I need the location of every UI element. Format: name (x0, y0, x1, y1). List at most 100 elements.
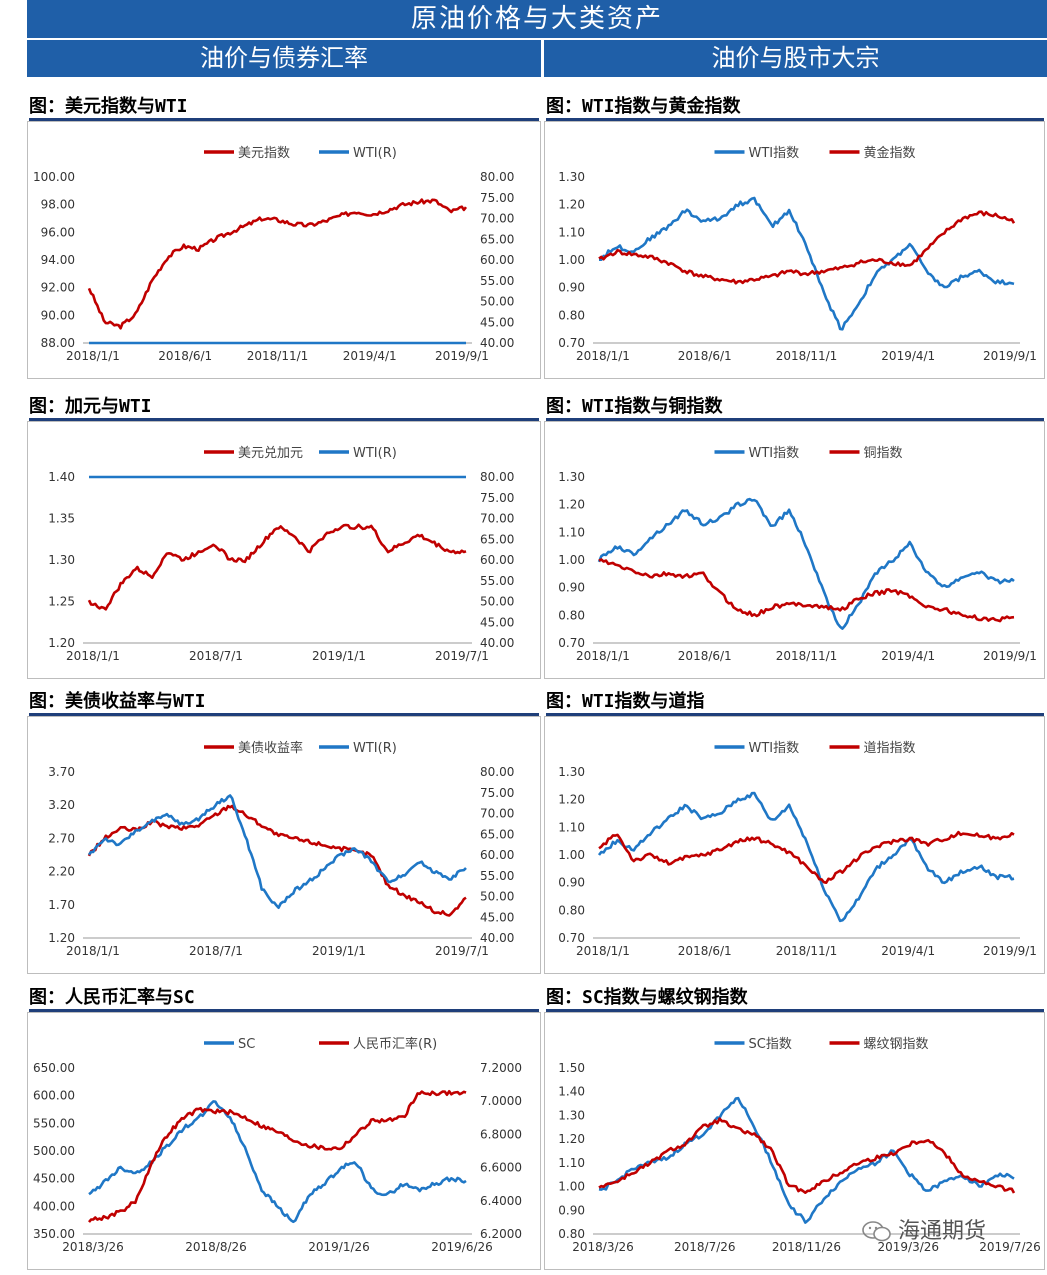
y-tick-label: 0.90 (558, 281, 585, 295)
x-tick-label: 2019/1/1 (312, 649, 366, 663)
y-tick-label: 1.10 (558, 1156, 585, 1170)
legend-label: 美元指数 (238, 146, 290, 161)
x-tick-label: 2018/7/26 (674, 1240, 736, 1254)
y-tick-label: 400.00 (33, 1199, 75, 1213)
y-tick-label: 1.10 (558, 525, 585, 539)
y-tick-label: 0.80 (558, 1227, 585, 1241)
x-tick-label: 2019/6/26 (431, 1240, 493, 1254)
y-tick-label: 450.00 (33, 1172, 75, 1186)
x-tick-label: 2018/3/26 (572, 1240, 634, 1254)
y-tick-label: 0.80 (558, 308, 585, 322)
legend-label: WTI(R) (353, 741, 397, 756)
panel-title-cny-sc: 图：人民币汇率与SC (29, 987, 539, 1012)
x-tick-label: 2018/1/1 (576, 349, 630, 363)
watermark: 海通期货 (862, 1213, 986, 1245)
x-tick-label: 2019/1/1 (312, 944, 366, 958)
series-line (598, 558, 1015, 623)
watermark-text: 海通期货 (898, 1219, 987, 1244)
y-tick-label: 500.00 (33, 1144, 75, 1158)
legend-label: SC指数 (749, 1037, 792, 1052)
x-tick-label: 2018/11/1 (776, 349, 838, 363)
x-tick-label: 2018/11/26 (772, 1240, 841, 1254)
y2-tick-label: 80.00 (480, 765, 514, 779)
chart-wti-copper: WTI指数 铜指数 1.30 1.20 1.10 1.00 0.90 0.80 0.70 2018… (544, 421, 1045, 679)
y-tick-label: 1.20 (48, 931, 75, 945)
x-tick-label: 2018/1/1 (576, 649, 630, 663)
x-tick-label: 2019/7/26 (979, 1240, 1041, 1254)
chart-cny-sc: SC 人民币汇率(R) 650.00 600.00 550.00 500.00 450.00… (27, 1012, 541, 1270)
y-tick-label: 1.20 (558, 198, 585, 212)
x-tick-label: 2019/4/1 (343, 349, 397, 363)
y-tick-label: 1.40 (48, 470, 75, 484)
y2-tick-label: 50.00 (480, 295, 514, 309)
x-tick-label: 2019/9/1 (983, 944, 1037, 958)
series-line (87, 804, 467, 917)
y-tick-label: 1.20 (558, 498, 585, 512)
x-tick-label: 2019/9/1 (435, 349, 489, 363)
y-tick-label: 0.70 (558, 336, 585, 350)
y-tick-label: 0.90 (558, 876, 585, 890)
y2-tick-label: 60.00 (480, 553, 514, 567)
y2-tick-label: 60.00 (480, 253, 514, 267)
y2-tick-label: 75.00 (480, 191, 514, 205)
series-line (87, 794, 467, 909)
chart-svg: 美元指数 WTI(R) 100.00 98.00 96.00 94.00 92.00 90.0… (33, 146, 514, 363)
x-tick-label: 2018/7/1 (189, 649, 243, 663)
y2-tick-label: 65.00 (480, 532, 514, 546)
x-tick-label: 2019/9/1 (983, 349, 1037, 363)
x-tick-label: 2018/3/26 (62, 1240, 124, 1254)
series-line (87, 198, 468, 330)
series-line (88, 1090, 467, 1223)
y2-tick-label: 80.00 (480, 470, 514, 484)
chart-svg: SC 人民币汇率(R) 650.00 600.00 550.00 500.00 450.00… (33, 1036, 522, 1254)
y2-tick-label: 75.00 (480, 786, 514, 800)
y-tick-label: 2.20 (48, 865, 75, 879)
y2-tick-label: 6.8000 (480, 1127, 522, 1141)
y2-tick-label: 55.00 (480, 869, 514, 883)
y2-tick-label: 50.00 (480, 890, 514, 904)
y-tick-label: 0.70 (558, 931, 585, 945)
wechat-icon (862, 1221, 892, 1243)
y2-tick-label: 7.2000 (480, 1061, 522, 1075)
y-tick-label: 550.00 (33, 1116, 75, 1130)
y-tick-label: 1.25 (48, 595, 75, 609)
y-tick-label: 2.70 (48, 831, 75, 845)
series-line (598, 210, 1016, 285)
y-tick-label: 1.20 (48, 636, 75, 650)
x-tick-label: 2019/7/1 (435, 649, 489, 663)
y-tick-label: 3.20 (48, 798, 75, 812)
legend-label: 铜指数 (864, 446, 903, 461)
x-tick-label: 2018/11/1 (776, 649, 838, 663)
x-tick-label: 2018/6/1 (678, 944, 732, 958)
y2-tick-label: 6.6000 (480, 1161, 522, 1175)
chart-svg: WTI指数 黄金指数1.301.201.101.000.900.800.70201… (558, 145, 1037, 363)
x-tick-label: 2018/1/1 (66, 944, 120, 958)
y-tick-label: 1.00 (558, 253, 585, 267)
chart-svg: 美元兑加元 WTI(R) 1.40 1.35 1.30 1.25 1.20 80.00 75.0… (48, 446, 514, 663)
x-tick-label: 2018/6/1 (678, 649, 732, 663)
series-line (598, 1096, 1015, 1224)
y2-tick-label: 40.00 (480, 636, 514, 650)
chart-usd-wti: 美元指数 WTI(R) 100.00 98.00 96.00 94.00 92.00 90.0… (27, 121, 541, 379)
y-tick-label: 1.30 (558, 470, 585, 484)
x-tick-label: 2019/4/1 (881, 649, 935, 663)
y-tick-label: 1.20 (558, 1132, 585, 1146)
chart-svg: 美债收益率 WTI(R) 3.70 3.20 2.70 2.20 1.70 1.20 80.00… (48, 740, 514, 958)
y-tick-label: 100.00 (33, 170, 75, 184)
panel-title-ust-wti: 图：美债收益率与WTI (29, 691, 539, 716)
legend-label: 人民币汇率(R) (353, 1036, 437, 1052)
y-tick-label: 1.70 (48, 898, 75, 912)
legend-label: WTI指数 (749, 146, 800, 161)
y2-tick-label: 45.00 (480, 615, 514, 629)
series-line (597, 791, 1015, 923)
y-tick-label: 1.35 (48, 512, 75, 526)
y2-tick-label: 70.00 (480, 212, 514, 226)
y-tick-label: 94.00 (41, 253, 75, 267)
y2-tick-label: 6.4000 (480, 1194, 522, 1208)
series-line (87, 523, 467, 611)
y-tick-label: 88.00 (41, 336, 75, 350)
y2-tick-label: 7.0000 (480, 1094, 522, 1108)
series-line (598, 1117, 1016, 1194)
y-tick-label: 350.00 (33, 1227, 75, 1241)
y-tick-label: 600.00 (33, 1089, 75, 1103)
